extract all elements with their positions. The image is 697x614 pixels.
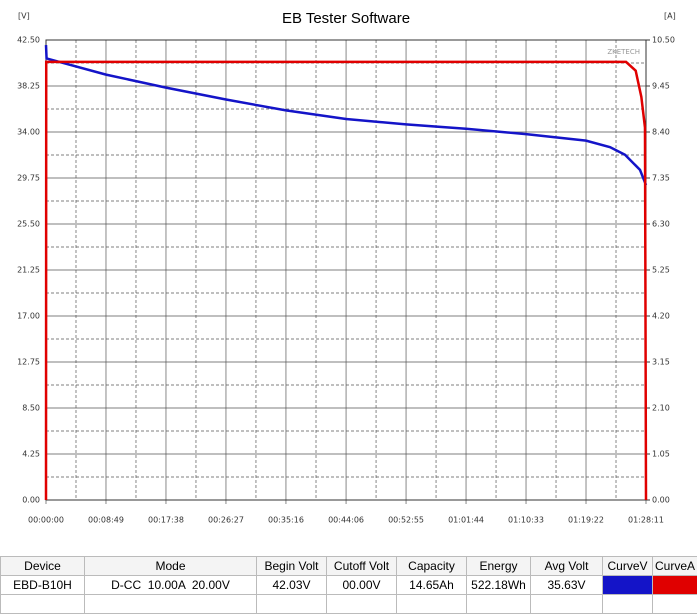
table-cell: 14.65Ah [396,575,467,595]
y2-tick-label: 8.40 [652,128,670,137]
chart: EB Tester Software [V] [A] ZKETECH 0.00 4… [17,10,676,525]
y2-tick-label: 6.30 [652,220,670,229]
summary-table: Device Mode Begin Volt Cutoff Volt Capacity E… [0,556,697,614]
x-tick-label: 01:10:33 [508,516,544,525]
y-tick-label: 38.25 [17,82,40,91]
x-tick-label: 00:35:16 [268,516,304,525]
y-tick-label: 42.50 [17,36,40,45]
y-tick-label: 4.25 [22,450,40,459]
table-cell: 35.63V [530,575,603,595]
table-cell: Mode [84,556,257,576]
x-tick-label: 00:52:55 [388,516,424,525]
y2-axis-label: [A] [664,12,676,21]
y2-tick-label: 0.00 [652,496,670,505]
table-cell: 42.03V [256,575,327,595]
x-tick-label: 00:26:27 [208,516,244,525]
x-tick-label: 00:17:38 [148,516,184,525]
table-cell: CurveA [652,556,697,576]
x-tick-label: 01:01:44 [448,516,484,525]
table-cell: 522.18Wh [466,575,531,595]
y2-tick-label: 9.45 [652,82,670,91]
y2-tick-label: 7.35 [652,174,670,183]
x-tick-label: 01:19:22 [568,516,604,525]
y2-tick-label: 3.15 [652,358,670,367]
watermark: ZKETECH [607,48,640,56]
y2-tick-label: 2.10 [652,404,670,413]
header-row: Device Mode Begin Volt Cutoff Volt Capacity E… [0,556,697,576]
y-tick-label: 21.25 [17,266,40,275]
table-cell: 00.00V [326,575,397,595]
curve-color-swatch [602,575,653,595]
y-tick-label: 0.00 [22,496,40,505]
x-tick-label: 00:00:00 [28,516,64,525]
table-cell: D-CC 10.00A 20.00V [84,575,257,595]
table-cell: EBD-B10H [0,575,85,595]
y2-tick-label: 10.50 [652,36,675,45]
x-tick-label: 00:44:06 [328,516,364,525]
table-cell: Device [0,556,85,576]
y2-tick-label: 4.20 [652,312,670,321]
series-line [44,45,648,186]
table-cell: Cutoff Volt [326,556,397,576]
y-tick-label: 8.50 [22,404,40,413]
x-tick-label: 00:08:49 [88,516,124,525]
y-tick-label: 12.75 [17,358,40,367]
chart-title: EB Tester Software [282,10,410,27]
y2-tick-label: 1.05 [652,450,670,459]
table-cell: Avg Volt [530,556,603,576]
table-cell: Energy [466,556,531,576]
empty-row [0,594,697,614]
y-tick-label: 34.00 [17,128,40,137]
table-cell: CurveV [602,556,653,576]
y2-tick-label: 5.25 [652,266,670,275]
series-line [44,60,648,501]
y-tick-label: 25.50 [17,220,40,229]
table-cell: Begin Volt [256,556,327,576]
y-tick-label: 17.00 [17,312,40,321]
y-tick-label: 29.75 [17,174,40,183]
data-row: EBD-B10H D-CC 10.00A 20.00V 42.03V 00.00V 14… [0,575,697,595]
x-tick-label: 01:28:11 [628,516,664,525]
curve-color-swatch [652,575,697,595]
y-axis-label: [V] [18,12,30,21]
table-cell: Capacity [396,556,467,576]
